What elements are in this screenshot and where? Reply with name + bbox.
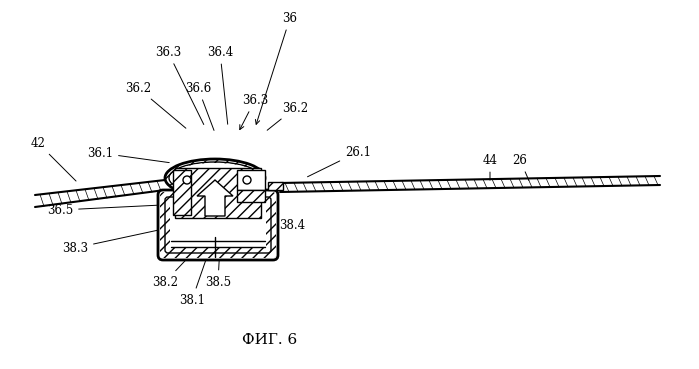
- Text: 38.1: 38.1: [179, 251, 209, 307]
- Bar: [173, 170, 191, 215]
- Polygon shape: [35, 180, 165, 207]
- Text: 26.1: 26.1: [308, 145, 371, 177]
- Ellipse shape: [169, 162, 261, 194]
- Text: 36.3: 36.3: [240, 93, 268, 130]
- Circle shape: [183, 176, 191, 184]
- Text: 38.3: 38.3: [62, 228, 165, 255]
- Bar: [237, 170, 265, 190]
- Bar: [237, 190, 265, 202]
- Text: 36.5: 36.5: [47, 203, 159, 217]
- Text: 36.2: 36.2: [267, 101, 308, 130]
- Bar: [268, 182, 283, 190]
- Text: 38.2: 38.2: [152, 247, 198, 289]
- Ellipse shape: [165, 159, 265, 197]
- Text: ФИГ. 6: ФИГ. 6: [243, 333, 298, 347]
- Text: 36.1: 36.1: [87, 146, 169, 163]
- FancyBboxPatch shape: [158, 190, 278, 260]
- Text: 36.6: 36.6: [185, 82, 214, 130]
- Ellipse shape: [170, 163, 260, 193]
- FancyBboxPatch shape: [165, 197, 271, 253]
- Text: 26: 26: [512, 154, 529, 180]
- Text: 36.2: 36.2: [125, 82, 186, 128]
- Circle shape: [243, 176, 251, 184]
- Text: 36.4: 36.4: [207, 45, 233, 124]
- Text: 36: 36: [255, 11, 298, 124]
- Text: 42: 42: [31, 137, 76, 181]
- Polygon shape: [280, 176, 660, 192]
- Text: 36.3: 36.3: [155, 45, 204, 124]
- Text: 38.5: 38.5: [205, 248, 231, 289]
- Text: 38.4: 38.4: [276, 212, 305, 231]
- FancyBboxPatch shape: [170, 202, 266, 248]
- Text: 44: 44: [482, 154, 498, 180]
- Bar: [175, 168, 261, 218]
- Polygon shape: [197, 180, 233, 216]
